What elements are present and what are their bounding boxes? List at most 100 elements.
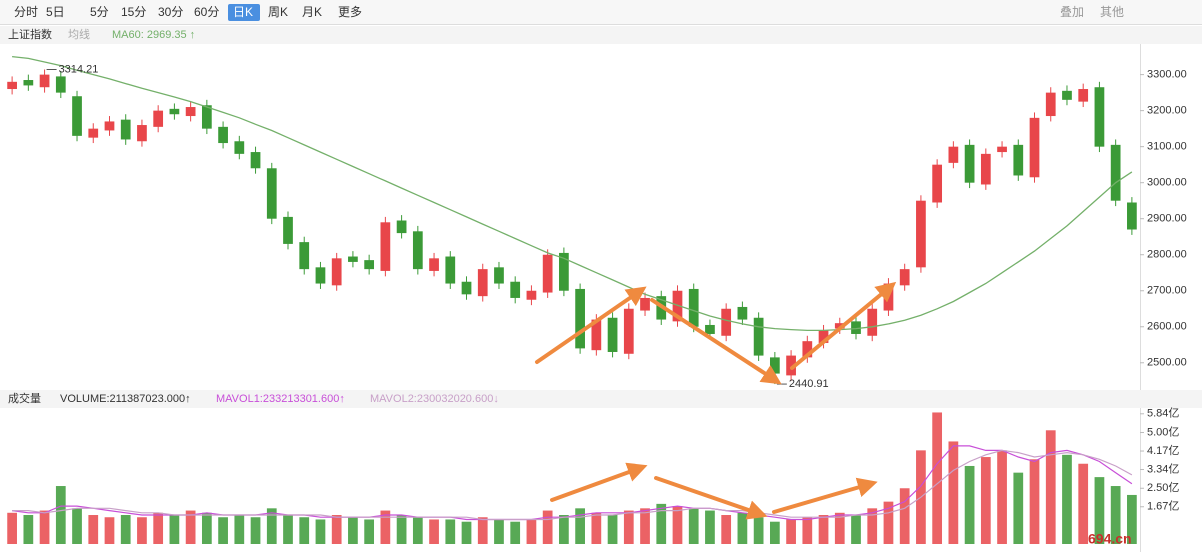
arrow xyxy=(790,281,897,370)
candle-body xyxy=(834,323,845,329)
tab[interactable]: 60分 xyxy=(194,5,219,19)
arrow xyxy=(535,286,647,364)
line xyxy=(12,445,1133,521)
volume-bar xyxy=(153,512,164,544)
candle-body xyxy=(283,216,293,244)
arrow xyxy=(772,477,878,514)
tab[interactable]: 月K xyxy=(302,5,322,19)
candle-body xyxy=(315,267,326,284)
panel-title: 上证指数 xyxy=(8,27,52,41)
candle-body xyxy=(818,330,829,343)
candle-body xyxy=(640,297,650,311)
candle-body xyxy=(997,146,1007,153)
y-tick-label: 3.34亿 xyxy=(1147,462,1179,475)
volume-bar xyxy=(542,510,553,544)
candle-body xyxy=(1013,144,1024,176)
candle-body xyxy=(948,146,959,163)
volume-bar xyxy=(1062,454,1072,544)
volume-bar xyxy=(591,512,602,544)
candle-body xyxy=(753,317,764,356)
candle-body xyxy=(607,317,618,352)
volume-bar xyxy=(412,517,423,544)
volume-bar xyxy=(494,519,504,544)
candle-body xyxy=(153,110,164,127)
candle-body xyxy=(412,231,423,270)
y-tick-label: 3200.00 xyxy=(1147,105,1187,117)
candle-body xyxy=(932,164,943,203)
volume-bar xyxy=(997,450,1007,544)
tab[interactable]: 15分 xyxy=(121,5,146,19)
candle-body xyxy=(1127,202,1137,230)
candle-body xyxy=(299,242,310,270)
tab[interactable]: 更多 xyxy=(338,5,362,19)
candle-body xyxy=(559,252,569,291)
legend-entry: MAVOL1:233213301.600↑ xyxy=(216,393,345,405)
candle-body xyxy=(980,153,991,185)
candle-body xyxy=(510,281,521,298)
candle-body xyxy=(23,80,34,86)
volume-bar xyxy=(802,517,813,544)
candle-body xyxy=(218,126,228,144)
volume-bar xyxy=(1094,477,1105,544)
volume-header xyxy=(0,390,1202,408)
candle-body xyxy=(201,105,212,129)
candle-body xyxy=(88,128,99,138)
toolbar-button[interactable]: 叠加 xyxy=(1060,5,1084,19)
candle-body xyxy=(851,321,861,334)
volume-bar xyxy=(7,512,17,544)
volume-bar xyxy=(753,517,764,544)
volume-bar xyxy=(137,517,147,544)
candle-body xyxy=(364,260,375,270)
volume-bar xyxy=(88,515,99,544)
y-tick-label: 2900.00 xyxy=(1147,213,1187,225)
candle-body xyxy=(867,308,878,336)
volume-bar xyxy=(867,508,878,544)
volume-bar xyxy=(851,515,861,544)
toolbar xyxy=(0,0,1202,24)
volume-bar xyxy=(283,515,293,544)
candle-body xyxy=(55,76,66,93)
volume-bar xyxy=(883,501,894,544)
volume-bar xyxy=(477,517,488,544)
y-tick-label: 2700.00 xyxy=(1147,285,1187,297)
tab[interactable]: 周K xyxy=(268,5,288,19)
candle-body xyxy=(120,119,131,140)
tab[interactable]: 30分 xyxy=(158,5,183,19)
tab[interactable]: 分时 xyxy=(14,5,38,19)
y-tick-label: 2800.00 xyxy=(1147,249,1187,261)
tab[interactable]: 5日 xyxy=(46,5,65,19)
toolbar-button[interactable]: 其他 xyxy=(1100,5,1124,19)
candle-body xyxy=(494,267,504,284)
volume-bar xyxy=(55,486,66,544)
candle-body xyxy=(7,81,17,90)
candle-body xyxy=(575,288,585,349)
candle-body xyxy=(1045,92,1056,117)
volume-bar xyxy=(786,519,796,544)
tab[interactable]: 日K xyxy=(233,5,253,19)
volume-bar xyxy=(445,519,456,544)
legend-entry: MAVOL2:230032020.600↓ xyxy=(370,393,499,405)
candle-body xyxy=(429,258,439,271)
candle-body xyxy=(348,256,358,262)
volume-bar xyxy=(705,510,715,544)
candle-body xyxy=(623,308,634,354)
volume-bar xyxy=(1029,459,1040,544)
volume-bar xyxy=(526,519,537,544)
candle-body xyxy=(916,200,926,268)
candle-body xyxy=(477,269,488,297)
candle-body xyxy=(250,152,261,169)
volume-bar xyxy=(688,508,699,544)
candle-body xyxy=(705,324,715,334)
arrow xyxy=(650,298,782,385)
candle-body xyxy=(769,357,780,374)
y-tick-label: 4.17亿 xyxy=(1147,444,1179,457)
candle-body xyxy=(445,256,456,284)
candle-body xyxy=(1029,117,1040,178)
tab[interactable]: 5分 xyxy=(90,5,109,19)
indicator: 均线 xyxy=(68,27,90,41)
candle-body xyxy=(1062,90,1072,100)
volume-bar xyxy=(461,521,472,544)
candle-body xyxy=(137,125,147,142)
candle-body xyxy=(672,290,683,322)
candle-body xyxy=(104,121,115,131)
